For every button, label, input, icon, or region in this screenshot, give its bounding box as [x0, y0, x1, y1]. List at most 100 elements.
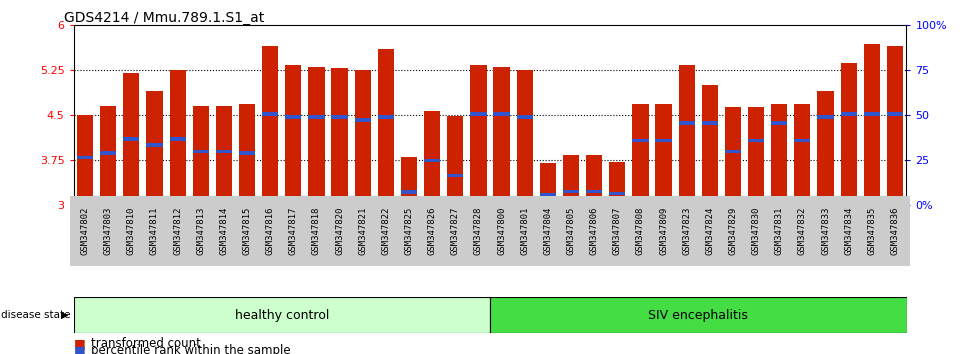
Bar	[262, 112, 278, 115]
Text: GSM347822: GSM347822	[381, 207, 390, 256]
Bar	[74, 297, 490, 333]
Bar	[817, 115, 834, 119]
Text: ▶: ▶	[61, 310, 69, 320]
Text: GSM347821: GSM347821	[359, 207, 368, 256]
Text: GSM347803: GSM347803	[104, 207, 113, 256]
Bar	[309, 67, 324, 205]
Bar	[285, 65, 302, 205]
Text: GSM347828: GSM347828	[474, 207, 483, 256]
Text: GSM347836: GSM347836	[891, 207, 900, 256]
Bar	[490, 297, 906, 333]
Bar	[193, 106, 209, 205]
Text: ■: ■	[74, 337, 85, 350]
Text: GSM347820: GSM347820	[335, 207, 344, 256]
Text: GSM347805: GSM347805	[566, 207, 575, 256]
Text: GSM347817: GSM347817	[289, 207, 298, 256]
Bar	[77, 155, 93, 159]
Bar	[516, 70, 533, 205]
Bar	[586, 155, 603, 205]
Bar	[656, 104, 671, 205]
Bar	[424, 111, 440, 205]
Text: GSM347808: GSM347808	[636, 207, 645, 256]
Text: GSM347814: GSM347814	[220, 207, 228, 256]
Text: GSM347812: GSM347812	[173, 207, 182, 256]
Bar	[794, 104, 810, 205]
Bar	[887, 112, 903, 115]
Bar	[331, 115, 348, 119]
Bar	[841, 112, 857, 115]
Text: transformed count: transformed count	[91, 337, 201, 350]
Bar	[771, 104, 787, 205]
Bar	[377, 115, 394, 119]
Text: GSM347801: GSM347801	[520, 207, 529, 256]
Bar	[170, 137, 186, 141]
Bar	[146, 143, 163, 147]
Text: GSM347802: GSM347802	[80, 207, 89, 256]
Text: GSM347800: GSM347800	[497, 207, 506, 256]
Text: disease state: disease state	[1, 310, 71, 320]
Bar	[100, 106, 117, 205]
Bar	[401, 190, 417, 194]
Bar	[702, 85, 718, 205]
Bar	[355, 118, 370, 121]
Bar	[193, 149, 209, 153]
Bar	[540, 193, 556, 197]
Bar	[494, 112, 510, 115]
Bar	[77, 115, 93, 205]
Bar	[355, 70, 370, 205]
Text: GSM347827: GSM347827	[451, 207, 460, 256]
Text: GDS4214 / Mmu.789.1.S1_at: GDS4214 / Mmu.789.1.S1_at	[64, 11, 264, 25]
Bar	[610, 162, 625, 205]
Text: GSM347835: GSM347835	[867, 207, 876, 256]
Bar	[309, 115, 324, 119]
Bar	[216, 106, 232, 205]
Bar	[516, 115, 533, 119]
Text: GSM347832: GSM347832	[798, 207, 807, 256]
Bar	[239, 151, 255, 155]
Bar	[610, 192, 625, 195]
Bar	[841, 63, 857, 205]
Bar	[146, 91, 163, 205]
Bar	[702, 121, 718, 125]
Text: GSM347815: GSM347815	[242, 207, 252, 256]
Text: GSM347818: GSM347818	[312, 207, 321, 256]
Bar	[470, 112, 486, 115]
Text: GSM347834: GSM347834	[844, 207, 854, 256]
Bar	[424, 159, 440, 162]
Bar	[563, 155, 579, 205]
Bar	[794, 139, 810, 142]
Text: GSM347807: GSM347807	[612, 207, 621, 256]
Text: GSM347830: GSM347830	[752, 207, 760, 256]
Text: GSM347823: GSM347823	[682, 207, 691, 256]
Bar	[447, 173, 464, 177]
Bar	[239, 104, 255, 205]
Bar	[632, 104, 649, 205]
Bar	[216, 149, 232, 153]
Text: GSM347825: GSM347825	[405, 207, 414, 256]
Bar	[771, 121, 787, 125]
Bar	[540, 163, 556, 205]
Text: GSM347813: GSM347813	[196, 207, 205, 256]
Text: GSM347816: GSM347816	[266, 207, 274, 256]
Bar	[123, 73, 139, 205]
Text: GSM347804: GSM347804	[543, 207, 553, 256]
Bar	[285, 115, 302, 119]
Bar	[123, 137, 139, 141]
Text: ■: ■	[74, 344, 85, 354]
Bar	[887, 46, 903, 205]
Bar	[470, 65, 486, 205]
Text: GSM347824: GSM347824	[706, 207, 714, 256]
Bar	[678, 65, 695, 205]
Bar	[863, 112, 880, 115]
Bar	[331, 68, 348, 205]
Bar	[656, 139, 671, 142]
Bar	[817, 91, 834, 205]
Bar	[725, 149, 741, 153]
Bar	[586, 190, 603, 193]
Text: GSM347829: GSM347829	[728, 207, 738, 256]
Bar	[863, 44, 880, 205]
Bar	[748, 107, 764, 205]
Text: GSM347809: GSM347809	[659, 207, 668, 256]
Bar	[262, 46, 278, 205]
Text: SIV encephalitis: SIV encephalitis	[649, 309, 748, 321]
